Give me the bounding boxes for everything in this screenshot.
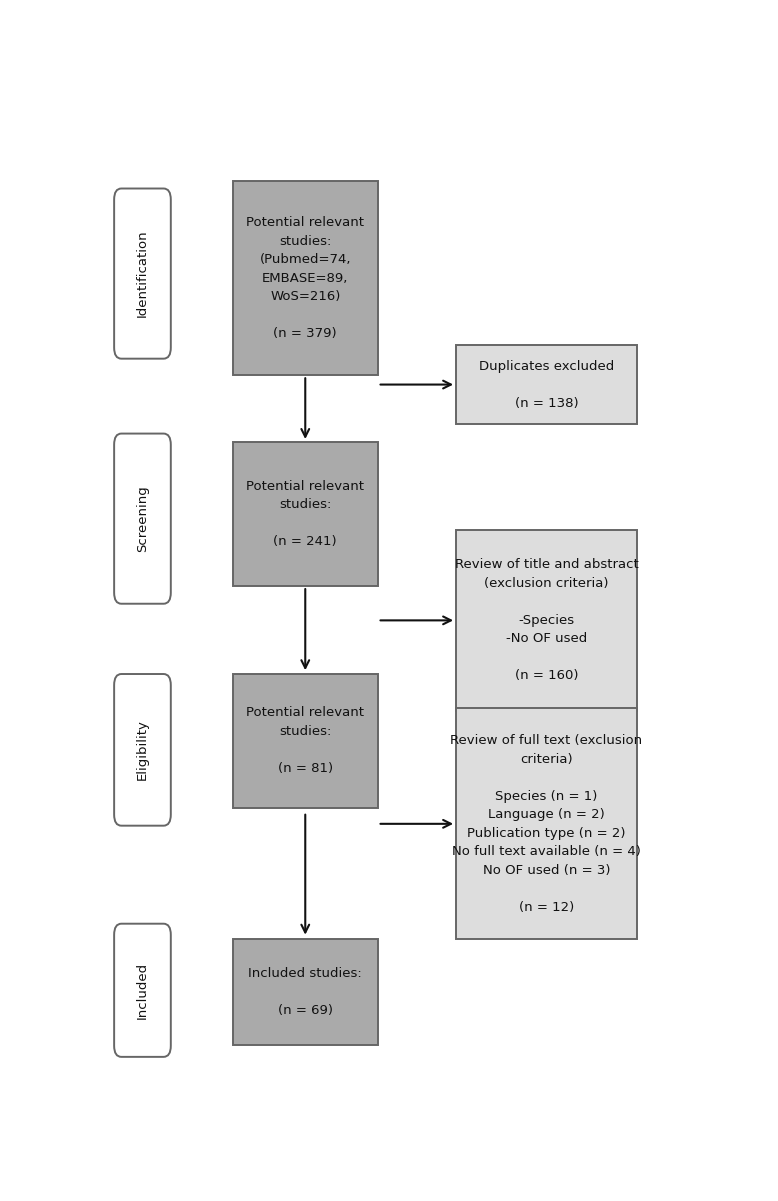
FancyBboxPatch shape: [233, 939, 377, 1045]
FancyBboxPatch shape: [114, 434, 171, 604]
Text: Included studies:

(n = 69): Included studies: (n = 69): [248, 967, 362, 1017]
FancyBboxPatch shape: [114, 189, 171, 359]
FancyBboxPatch shape: [233, 181, 377, 375]
Text: Potential relevant
studies:

(n = 81): Potential relevant studies: (n = 81): [247, 706, 364, 775]
FancyBboxPatch shape: [233, 442, 377, 586]
Text: Screening: Screening: [136, 485, 149, 552]
Text: Potential relevant
studies:
(Pubmed=74,
EMBASE=89,
WoS=216)

(n = 379): Potential relevant studies: (Pubmed=74, …: [247, 216, 364, 340]
Text: Review of title and abstract
(exclusion criteria)

-Species
-No OF used

(n = 16: Review of title and abstract (exclusion …: [454, 558, 638, 682]
Text: Potential relevant
studies:

(n = 241): Potential relevant studies: (n = 241): [247, 479, 364, 549]
FancyBboxPatch shape: [456, 709, 637, 939]
FancyBboxPatch shape: [233, 674, 377, 807]
FancyBboxPatch shape: [114, 674, 171, 825]
FancyBboxPatch shape: [456, 530, 637, 711]
Text: Review of full text (exclusion
criteria)

Species (n = 1)
Language (n = 2)
Publi: Review of full text (exclusion criteria)…: [450, 734, 643, 914]
Text: Duplicates excluded

(n = 138): Duplicates excluded (n = 138): [478, 359, 614, 410]
Text: Eligibility: Eligibility: [136, 719, 149, 781]
Text: Identification: Identification: [136, 229, 149, 317]
Text: Included: Included: [136, 962, 149, 1018]
FancyBboxPatch shape: [114, 924, 171, 1057]
FancyBboxPatch shape: [456, 345, 637, 424]
